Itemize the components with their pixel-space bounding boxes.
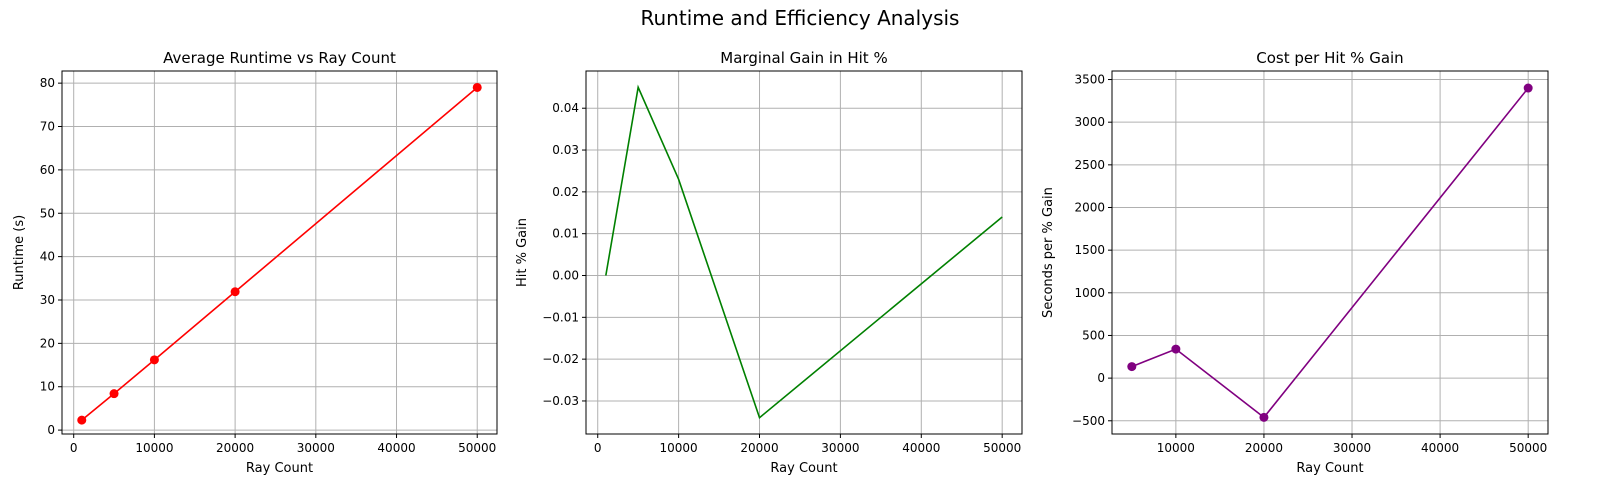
data-point [1523,83,1533,93]
series-line-1 [1131,87,1529,419]
x-tick-label: 0 [594,441,602,455]
plot-frame [585,70,1023,435]
y-tick-label: 3500 [1074,73,1105,87]
y-tick-label: 50 [40,206,55,220]
x-tick-label: 40000 [1421,441,1459,455]
y-tick-label: 1000 [1074,286,1105,300]
y-tick-label: 30 [40,293,55,307]
x-axis-label: Ray Count [770,461,837,476]
data-point [1127,362,1137,372]
y-tick-label: 10 [40,380,55,394]
x-tick-label: 30000 [1333,441,1371,455]
chart-title: Marginal Gain in Hit % [720,49,887,67]
y-axis-label: Hit % Gain [515,218,530,287]
chart-panel-3: 10000 20000 30000 40000 50000 −500 0 500 1000 150… [1041,49,1549,476]
y-tick-label: 2000 [1074,200,1105,214]
y-tick-label: 70 [40,120,55,134]
x-axis-label: Ray Count [246,461,313,476]
y-tick-label: 60 [40,163,55,177]
x-tick-label: 50000 [983,441,1021,455]
x-tick-label: 0 [70,441,78,455]
y-axis-label: Runtime (s) [12,215,27,290]
y-tick-label: 20 [40,336,55,350]
chart-title: Average Runtime vs Ray Count [163,49,396,67]
x-tick-label: 50000 [458,441,496,455]
y-tick-label: 80 [40,76,55,90]
y-axis-label: Seconds per % Gain [1041,187,1056,318]
y-tick-label: 0.04 [552,101,579,115]
data-point [472,82,482,92]
data-point [1259,412,1269,422]
y-tick-label: 3000 [1074,115,1105,129]
chart-panel-1: 0 10000 20000 30000 40000 50000 0 10 20 30 40 50 60 7… [12,49,498,476]
y-tick-label: 0 [1097,371,1105,385]
x-tick-label: 20000 [216,441,254,455]
y-tick-label: −500 [1072,414,1105,428]
x-tick-label: 10000 [660,441,698,455]
chart-panel-2: 0 10000 20000 30000 40000 50000 −0.03 −0.02 −0.0… [515,49,1023,476]
x-tick-label: 10000 [1157,441,1195,455]
x-tick-label: 30000 [821,441,859,455]
x-tick-label: 30000 [297,441,335,455]
x-tick-label: 50000 [1509,441,1547,455]
x-tick-label: 20000 [1245,441,1283,455]
y-tick-label: 0.01 [552,227,579,241]
y-tick-label: 500 [1082,328,1105,342]
x-tick-label: 20000 [740,441,778,455]
y-tick-label: −0.01 [542,310,579,324]
y-tick-label: 2500 [1074,158,1105,172]
y-tick-label: 0.02 [552,185,579,199]
y-tick-label: 0 [47,423,55,437]
y-tick-label: 40 [40,250,55,264]
x-tick-label: 40000 [902,441,940,455]
y-tick-label: 0.03 [552,143,579,157]
x-axis-label: Ray Count [1296,461,1363,476]
chart-title: Cost per Hit % Gain [1256,49,1403,67]
plot-frame [1111,70,1549,435]
series-line-1 [81,86,478,421]
series-line-1 [605,84,1003,420]
y-tick-label: 0.00 [552,269,579,283]
y-tick-label: 1500 [1074,243,1105,257]
data-point [1171,344,1181,354]
data-point [230,287,240,297]
data-point [149,355,159,365]
x-tick-label: 40000 [377,441,415,455]
x-tick-label: 10000 [135,441,173,455]
y-tick-label: −0.02 [542,352,579,366]
figure-title: Runtime and Efficiency Analysis [641,6,960,30]
plot-frame [61,70,498,435]
data-point [109,389,119,399]
data-point [77,415,87,425]
y-tick-label: −0.03 [542,394,579,408]
